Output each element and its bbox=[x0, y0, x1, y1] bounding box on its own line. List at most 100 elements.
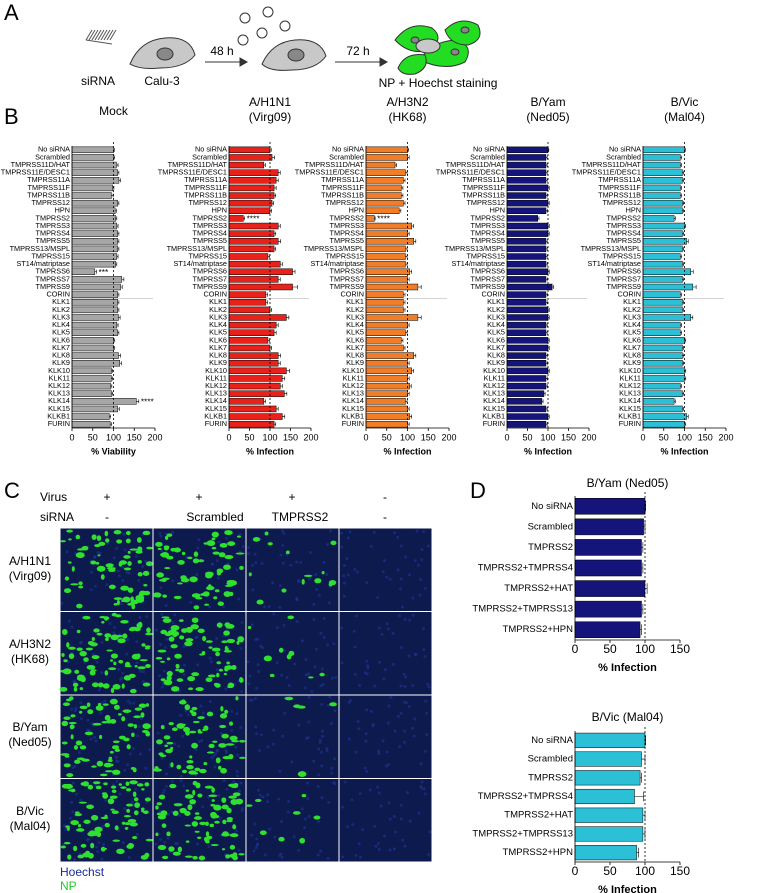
bar bbox=[642, 177, 683, 184]
nucleus-speck bbox=[378, 660, 382, 664]
np-speck bbox=[166, 533, 173, 537]
nucleus-speck bbox=[179, 774, 183, 778]
np-speck bbox=[173, 803, 183, 807]
bar bbox=[228, 260, 281, 268]
nucleus-speck bbox=[238, 532, 242, 536]
x-tick-label: 100 bbox=[635, 864, 655, 878]
np-speck bbox=[117, 713, 122, 716]
nucleus-speck bbox=[416, 563, 420, 567]
category-label: KLK9 bbox=[623, 358, 641, 367]
error-bar bbox=[94, 269, 97, 274]
nucleus-speck bbox=[413, 653, 417, 657]
nucleus-speck bbox=[135, 832, 139, 836]
nucleus-speck bbox=[125, 570, 129, 574]
nucleus-speck bbox=[265, 800, 269, 804]
nucleus-speck bbox=[241, 544, 245, 548]
nucleus-speck bbox=[215, 559, 219, 563]
nucleus-speck bbox=[145, 615, 149, 619]
nucleus-speck bbox=[96, 551, 100, 555]
np-speck bbox=[103, 762, 113, 768]
category-label: ST14/matriptase bbox=[310, 259, 364, 268]
nucleus-speck bbox=[64, 827, 68, 831]
np-speck bbox=[170, 746, 174, 750]
category-label: KLK4 bbox=[52, 320, 70, 329]
bar bbox=[365, 367, 412, 375]
nucleus-speck bbox=[423, 587, 427, 591]
nucleus-speck bbox=[216, 576, 220, 580]
bar bbox=[642, 420, 685, 428]
error-bar bbox=[640, 624, 642, 636]
np-speck bbox=[80, 843, 87, 848]
error-bar bbox=[680, 292, 682, 297]
np-speck bbox=[221, 848, 226, 851]
nucleus-speck bbox=[194, 748, 198, 752]
np-speck bbox=[64, 755, 70, 758]
x-axis-label: % Infection bbox=[383, 446, 431, 456]
category-label: No siRNA bbox=[609, 145, 641, 154]
np-speck bbox=[79, 710, 83, 714]
nucleus-speck bbox=[316, 785, 320, 789]
np-speck bbox=[160, 629, 168, 635]
bar bbox=[71, 405, 118, 413]
error-bar bbox=[413, 353, 417, 358]
np-speck bbox=[328, 579, 337, 586]
bar bbox=[71, 344, 114, 352]
error-bar bbox=[545, 361, 548, 366]
bar bbox=[574, 498, 646, 515]
np-speck bbox=[64, 783, 73, 790]
np-speck bbox=[172, 851, 181, 856]
nucleus-speck bbox=[303, 817, 307, 821]
bar bbox=[506, 420, 547, 428]
np-speck bbox=[112, 839, 121, 842]
chart-subtitle: (HK68) bbox=[388, 110, 426, 124]
nucleus-speck bbox=[257, 788, 261, 792]
np-speck bbox=[142, 570, 150, 577]
bar bbox=[506, 352, 547, 359]
np-speck bbox=[105, 637, 109, 642]
np-speck bbox=[63, 716, 71, 721]
nucleus-speck bbox=[213, 765, 217, 769]
nucleus-speck bbox=[320, 702, 324, 706]
nucleus-speck bbox=[237, 597, 241, 601]
np-speck bbox=[141, 643, 146, 647]
np-speck bbox=[198, 559, 205, 563]
error-bar bbox=[278, 224, 281, 229]
nucleus-speck bbox=[312, 759, 316, 763]
np-speck bbox=[330, 540, 337, 546]
bar bbox=[506, 382, 547, 390]
nucleus-speck bbox=[93, 555, 97, 559]
np-speck bbox=[74, 669, 80, 674]
bar bbox=[506, 161, 547, 169]
bar bbox=[228, 215, 244, 222]
nucleus-speck bbox=[358, 792, 362, 796]
np-speck bbox=[286, 654, 292, 660]
bar bbox=[71, 390, 112, 397]
error-bar bbox=[411, 224, 415, 229]
np-speck bbox=[220, 767, 227, 774]
error-bar bbox=[686, 414, 689, 419]
np-speck bbox=[82, 615, 91, 620]
nucleus-speck bbox=[239, 781, 243, 785]
bar bbox=[506, 154, 547, 161]
category-label: TMPRSS2 bbox=[528, 542, 573, 553]
error-bar bbox=[411, 368, 415, 373]
nucleus-speck bbox=[219, 731, 223, 735]
np-speck bbox=[132, 836, 138, 840]
bar bbox=[506, 321, 547, 329]
bar bbox=[365, 382, 410, 390]
category-label: ST14/matriptase bbox=[587, 259, 641, 268]
bar bbox=[228, 184, 275, 192]
nucleus-speck bbox=[74, 706, 78, 710]
nucleus-speck bbox=[411, 726, 415, 730]
np-speck bbox=[321, 570, 325, 575]
np-speck bbox=[131, 732, 135, 737]
nucleus-speck bbox=[315, 587, 319, 591]
category-label: TMPRSS6 bbox=[193, 267, 227, 276]
error-bar bbox=[682, 406, 684, 411]
nucleus-speck bbox=[334, 675, 338, 679]
category-label: TMPRSS11D/HAT bbox=[168, 160, 228, 169]
error-bar bbox=[274, 246, 277, 251]
legend-hoechst: Hoechst bbox=[60, 865, 105, 879]
nucleus-speck bbox=[275, 626, 279, 630]
np-speck bbox=[303, 574, 313, 577]
